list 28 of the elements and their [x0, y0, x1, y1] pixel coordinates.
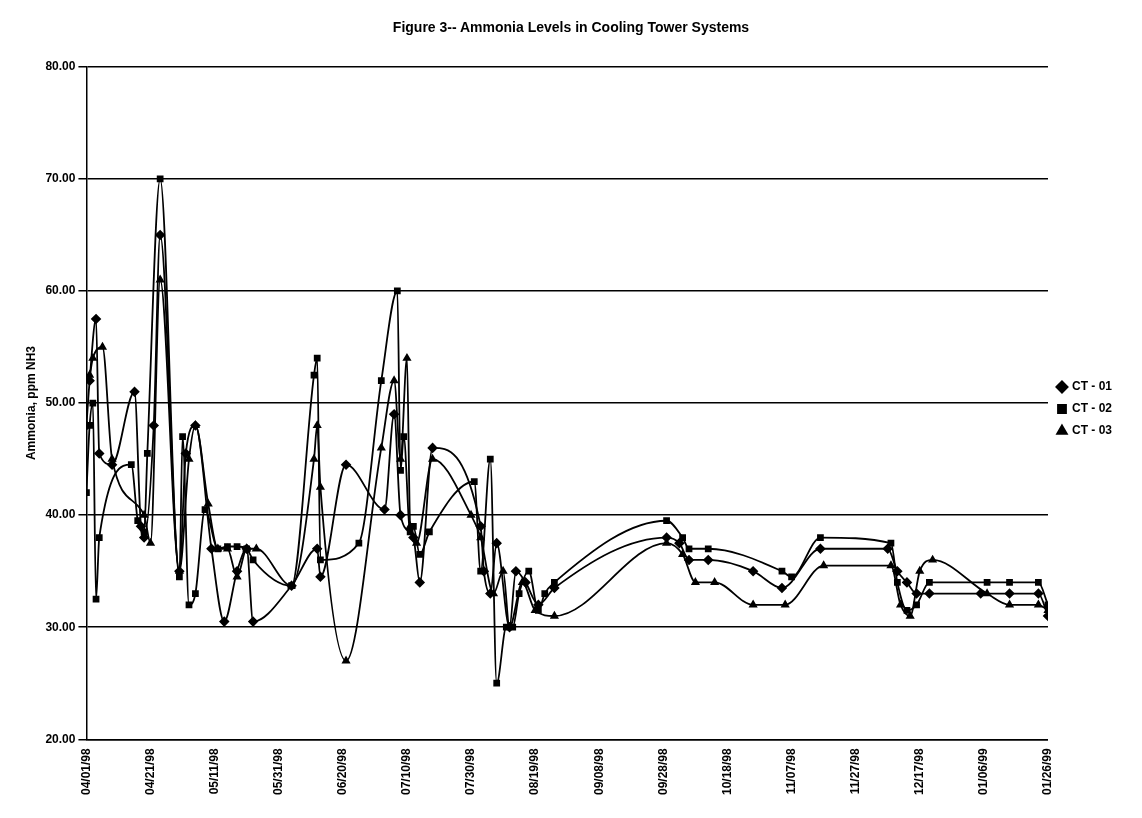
x-tick-label: 06/20/98	[335, 747, 350, 796]
x-tick-label: 07/30/98	[463, 747, 478, 796]
x-tick-label: 01/06/99	[976, 747, 991, 796]
x-tick-label: 12/17/98	[912, 747, 927, 796]
x-tick-label: 05/31/98	[271, 747, 286, 796]
x-tick-label: 01/26/99	[1040, 747, 1055, 796]
y-tick-label: 60.00	[45, 283, 76, 298]
x-tick-label: 05/11/98	[206, 747, 221, 795]
legend-label: CT - 01	[1071, 379, 1113, 394]
x-tick-label: 11/07/98	[783, 747, 798, 795]
y-axis-title: Ammonia, ppm NH3	[23, 345, 38, 461]
x-tick-label: 08/19/98	[527, 747, 542, 796]
x-tick-label: 04/01/98	[78, 747, 93, 796]
x-tick-label: 10/18/98	[719, 747, 734, 796]
x-tick-label: 11/27/98	[847, 747, 862, 795]
x-tick-label: 09/08/98	[591, 747, 606, 796]
y-tick-label: 70.00	[45, 171, 76, 186]
y-tick-label: 80.00	[45, 59, 76, 74]
y-tick-label: 40.00	[45, 507, 76, 522]
x-tick-label: 09/28/98	[655, 747, 670, 796]
y-tick-label: 50.00	[45, 395, 76, 410]
y-tick-label: 20.00	[45, 731, 76, 746]
chart-title: Figure 3-- Ammonia Levels in Cooling Tower Systems	[392, 19, 750, 36]
x-tick-label: 04/21/98	[142, 747, 157, 796]
x-tick-label: 07/10/98	[399, 747, 414, 796]
y-tick-label: 30.00	[45, 619, 76, 634]
legend-label: CT - 02	[1071, 401, 1113, 416]
legend-label: CT - 03	[1071, 423, 1113, 438]
